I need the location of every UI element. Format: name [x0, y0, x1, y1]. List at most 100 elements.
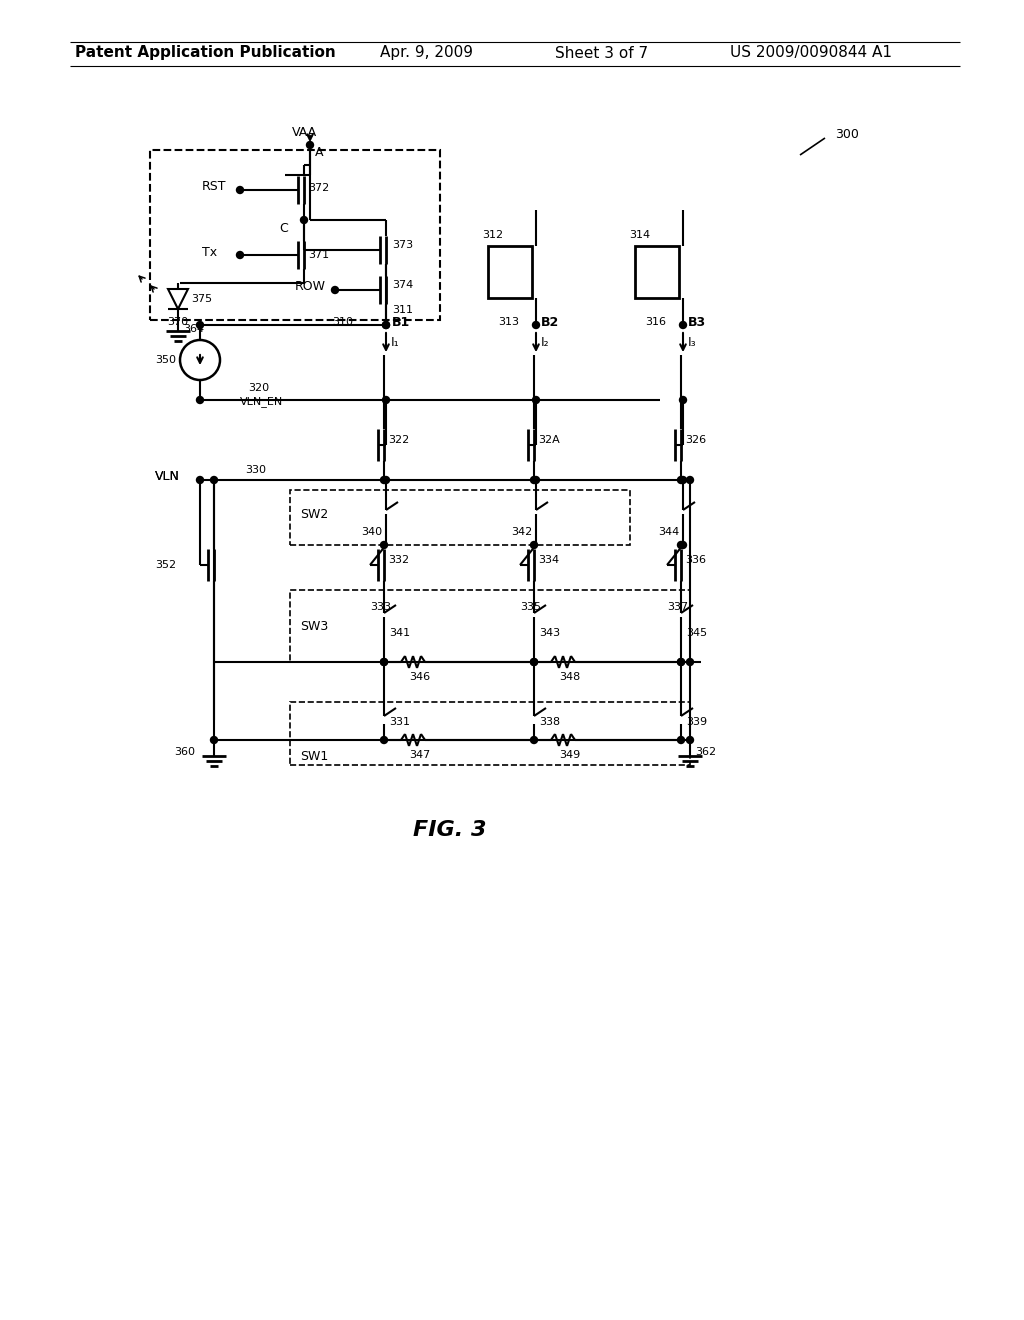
Text: 330: 330 — [245, 465, 266, 475]
Text: 322: 322 — [388, 436, 410, 445]
Bar — [150, 150, 440, 319]
Bar — [290, 702, 690, 766]
Text: 335: 335 — [520, 602, 541, 612]
Text: B2: B2 — [541, 315, 559, 329]
Text: Patent Application Publication: Patent Application Publication — [75, 45, 336, 61]
Text: 32A: 32A — [538, 436, 560, 445]
Text: I₂: I₂ — [541, 337, 550, 350]
Text: SW3: SW3 — [300, 620, 329, 634]
Circle shape — [532, 322, 540, 329]
Circle shape — [381, 737, 387, 743]
Text: 334: 334 — [538, 554, 559, 565]
Text: Apr. 9, 2009: Apr. 9, 2009 — [380, 45, 473, 61]
Text: 352: 352 — [155, 560, 176, 570]
Circle shape — [686, 477, 693, 483]
Text: 300: 300 — [835, 128, 859, 141]
Circle shape — [211, 477, 217, 483]
Text: I₃: I₃ — [688, 337, 696, 350]
Text: 372: 372 — [308, 183, 330, 193]
Circle shape — [530, 659, 538, 665]
Circle shape — [686, 737, 693, 743]
Text: 375: 375 — [191, 294, 212, 304]
Circle shape — [197, 477, 204, 483]
Circle shape — [197, 322, 204, 329]
Circle shape — [680, 477, 686, 483]
Text: 342: 342 — [511, 527, 532, 537]
Circle shape — [237, 186, 244, 194]
Text: SW1: SW1 — [300, 751, 329, 763]
Circle shape — [383, 322, 389, 329]
Text: 346: 346 — [409, 672, 430, 682]
Text: 336: 336 — [685, 554, 706, 565]
Text: 320: 320 — [248, 383, 269, 393]
Text: 348: 348 — [559, 672, 581, 682]
Circle shape — [381, 477, 387, 483]
Text: I₁: I₁ — [391, 337, 399, 350]
Bar — [635, 246, 679, 298]
Circle shape — [530, 737, 538, 743]
Text: VAA: VAA — [292, 125, 317, 139]
Text: A: A — [315, 145, 324, 158]
Text: 345: 345 — [686, 628, 708, 638]
Circle shape — [381, 659, 387, 665]
Circle shape — [678, 477, 684, 483]
Text: 310: 310 — [332, 317, 353, 327]
Circle shape — [300, 216, 307, 223]
Text: 333: 333 — [370, 602, 391, 612]
Text: VLN: VLN — [155, 470, 180, 483]
Bar — [290, 590, 690, 663]
Text: 349: 349 — [559, 750, 581, 760]
Text: 311: 311 — [392, 305, 413, 315]
Bar — [290, 490, 630, 545]
Text: 371: 371 — [308, 249, 329, 260]
Text: 313: 313 — [498, 317, 519, 327]
Text: 364: 364 — [183, 323, 204, 334]
Text: 370: 370 — [167, 317, 188, 327]
Text: B1: B1 — [392, 315, 411, 329]
Circle shape — [306, 141, 313, 149]
Circle shape — [678, 659, 684, 665]
Circle shape — [678, 659, 684, 665]
Text: 332: 332 — [388, 554, 410, 565]
Text: 341: 341 — [389, 628, 411, 638]
Text: 360: 360 — [174, 747, 195, 756]
Circle shape — [211, 737, 217, 743]
Circle shape — [678, 737, 684, 743]
Text: 350: 350 — [155, 355, 176, 366]
Circle shape — [237, 252, 244, 259]
Text: C: C — [279, 222, 288, 235]
Text: RST: RST — [202, 181, 226, 194]
Text: B3: B3 — [688, 315, 707, 329]
Circle shape — [383, 396, 389, 404]
Bar — [488, 246, 532, 298]
Text: SW2: SW2 — [300, 508, 329, 521]
Text: 312: 312 — [482, 230, 503, 240]
Text: 373: 373 — [392, 240, 413, 249]
Circle shape — [680, 396, 686, 404]
Text: 339: 339 — [686, 717, 708, 727]
Text: 337: 337 — [667, 602, 688, 612]
Circle shape — [678, 541, 684, 549]
Text: 340: 340 — [361, 527, 382, 537]
Circle shape — [383, 477, 389, 483]
Text: VLN: VLN — [155, 470, 180, 483]
Text: VLN_EN: VLN_EN — [240, 396, 284, 408]
Text: 338: 338 — [539, 717, 560, 727]
Text: Sheet 3 of 7: Sheet 3 of 7 — [555, 45, 648, 61]
Circle shape — [680, 322, 686, 329]
Text: 374: 374 — [392, 280, 414, 290]
Text: 347: 347 — [409, 750, 430, 760]
Circle shape — [197, 396, 204, 404]
Circle shape — [530, 477, 538, 483]
Text: ROW: ROW — [295, 281, 326, 293]
Circle shape — [381, 659, 387, 665]
Circle shape — [383, 322, 389, 329]
Text: 362: 362 — [695, 747, 716, 756]
Text: FIG. 3: FIG. 3 — [414, 820, 486, 840]
Circle shape — [530, 659, 538, 665]
Circle shape — [686, 659, 693, 665]
Text: 343: 343 — [539, 628, 560, 638]
Text: 316: 316 — [645, 317, 666, 327]
Text: 344: 344 — [658, 527, 679, 537]
Circle shape — [332, 286, 339, 293]
